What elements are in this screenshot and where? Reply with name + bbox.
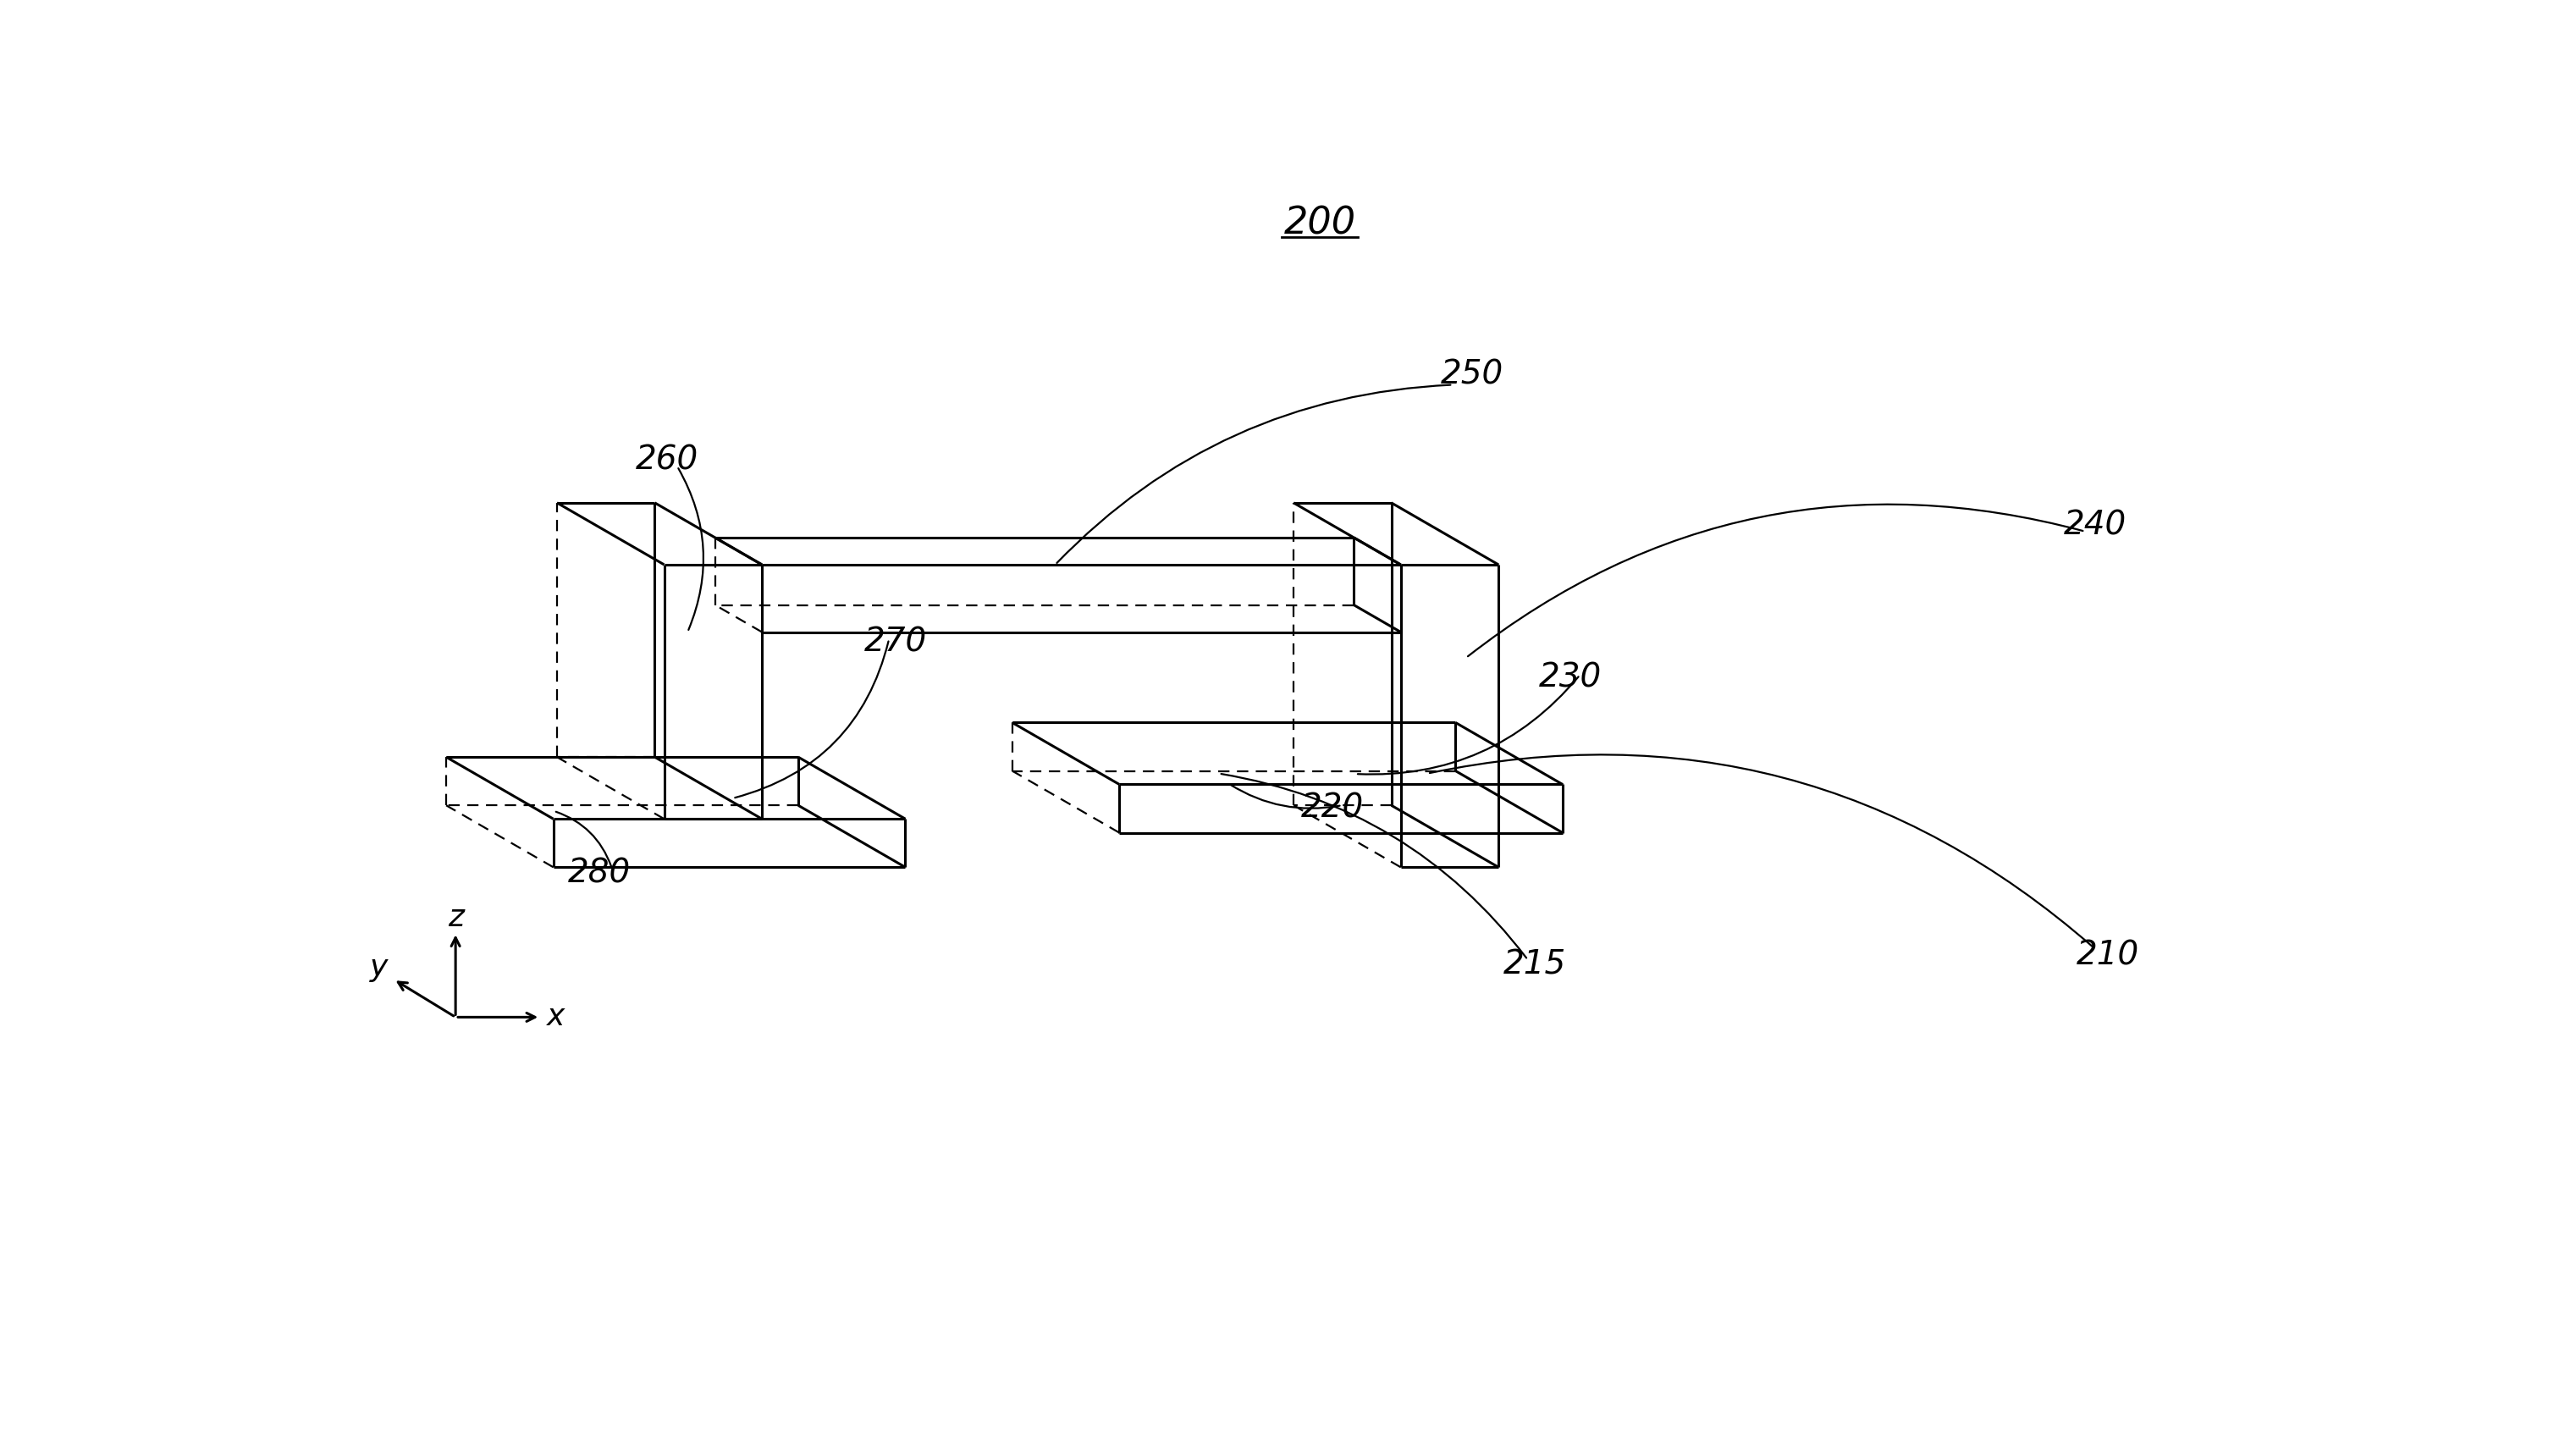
Text: 220: 220 <box>1301 793 1363 824</box>
Text: x: x <box>546 1003 564 1032</box>
Text: 260: 260 <box>636 444 698 476</box>
Text: 230: 230 <box>1538 661 1602 695</box>
Text: 250: 250 <box>1440 359 1504 391</box>
Text: 270: 270 <box>863 627 927 659</box>
Text: 280: 280 <box>567 857 631 891</box>
Text: 240: 240 <box>2063 509 2125 540</box>
Text: 210: 210 <box>2076 940 2138 971</box>
Text: 215: 215 <box>1502 950 1566 981</box>
Text: y: y <box>371 953 389 981</box>
Text: 200: 200 <box>1283 206 1355 242</box>
Text: z: z <box>448 904 464 932</box>
